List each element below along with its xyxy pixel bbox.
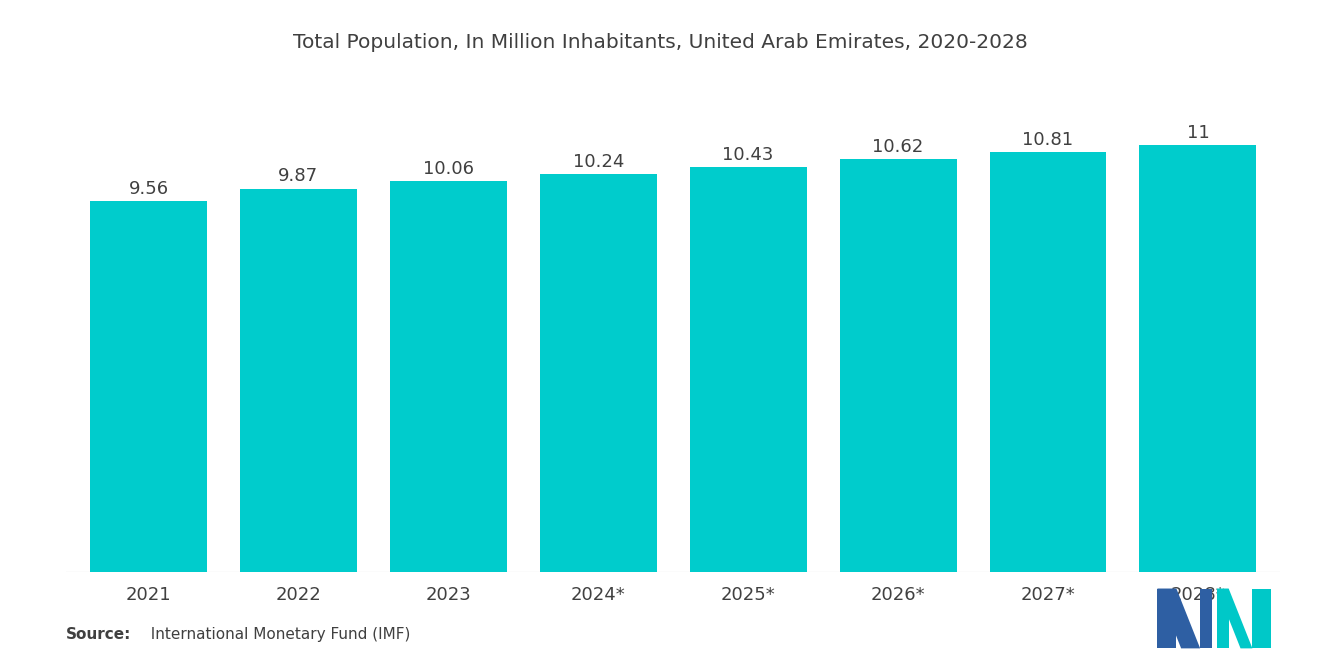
Text: 10.24: 10.24 xyxy=(573,153,624,171)
Text: Source:: Source: xyxy=(66,626,132,642)
Text: 10.43: 10.43 xyxy=(722,146,774,164)
Text: 11: 11 xyxy=(1187,124,1209,142)
Bar xyxy=(540,174,657,572)
Text: 10.62: 10.62 xyxy=(873,138,924,156)
Polygon shape xyxy=(1217,589,1253,648)
Bar xyxy=(389,181,507,572)
Polygon shape xyxy=(1253,589,1271,648)
Bar xyxy=(1139,145,1257,572)
Polygon shape xyxy=(1200,589,1212,648)
Bar xyxy=(90,201,207,572)
Text: 10.06: 10.06 xyxy=(422,160,474,178)
Bar xyxy=(840,160,957,572)
Polygon shape xyxy=(1158,589,1200,648)
Polygon shape xyxy=(1158,589,1176,648)
Text: 9.56: 9.56 xyxy=(128,180,169,198)
Text: International Monetary Fund (IMF): International Monetary Fund (IMF) xyxy=(141,626,411,642)
Bar xyxy=(990,152,1106,572)
Bar xyxy=(689,167,807,572)
Text: 9.87: 9.87 xyxy=(279,168,318,186)
Bar xyxy=(240,189,356,572)
Text: Total Population, In Million Inhabitants, United Arab Emirates, 2020-2028: Total Population, In Million Inhabitants… xyxy=(293,33,1027,53)
Text: 10.81: 10.81 xyxy=(1023,131,1073,149)
Polygon shape xyxy=(1217,589,1229,648)
